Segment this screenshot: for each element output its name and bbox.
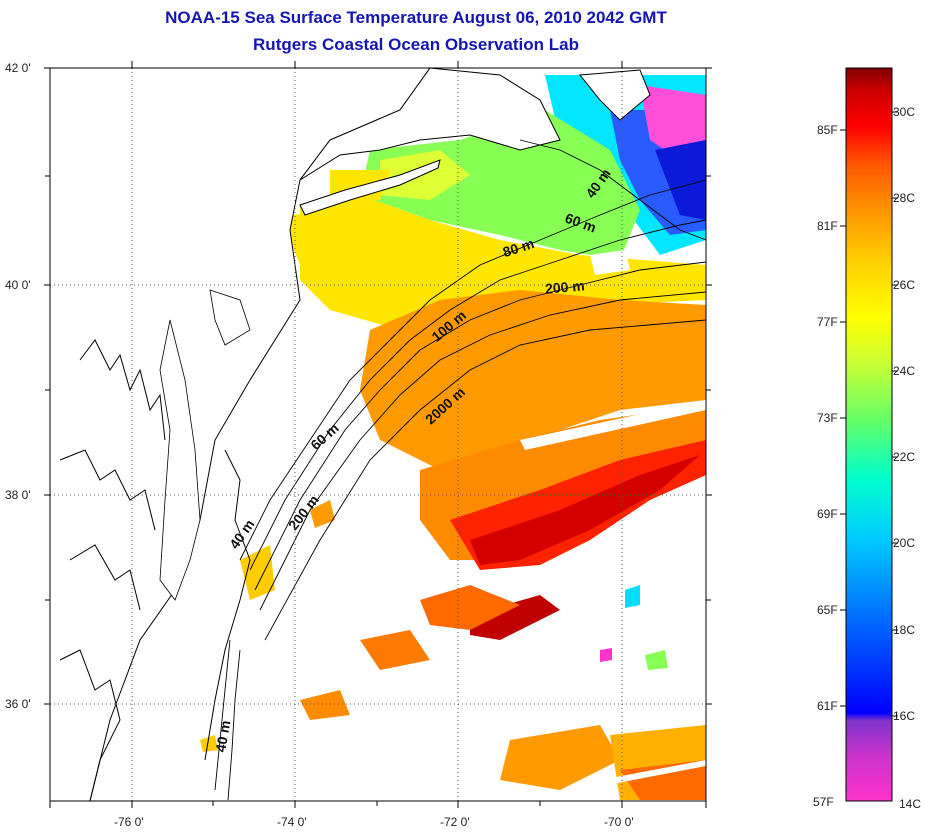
lat-tick-label: 38 0' xyxy=(5,488,31,502)
lon-tick-label: -74 0' xyxy=(277,815,307,829)
sst-layer xyxy=(200,75,706,800)
map-frame xyxy=(49,67,707,802)
colorbar-c-label: 14C xyxy=(899,797,921,811)
lat-tick-label: 40 0' xyxy=(5,278,31,292)
colorbar-c-label: 22C xyxy=(893,450,915,464)
colorbar-f-label: 65F xyxy=(817,603,838,617)
contour-label: 200 m xyxy=(544,277,585,296)
colorbar-c-label: 16C xyxy=(893,709,915,723)
colorbar-f-label: 81F xyxy=(817,219,838,233)
coastline xyxy=(59,339,251,801)
sst-patch-warm xyxy=(300,195,706,330)
colorbar-f-label: 73F xyxy=(817,411,838,425)
colorbar-f-label: 85F xyxy=(817,123,838,137)
colorbar-f-label: 77F xyxy=(817,315,838,329)
bathymetry-contours xyxy=(214,139,706,801)
lat-tick-label: 36 0' xyxy=(5,697,31,711)
map-area xyxy=(50,68,706,801)
colorbar-c-label: 30C xyxy=(893,105,915,119)
map-subtitle: Rutgers Coastal Ocean Observation Lab xyxy=(253,35,579,54)
colorbar xyxy=(845,67,893,802)
cloud-mask xyxy=(520,250,706,786)
lat-tick-label: 42 0' xyxy=(5,61,31,75)
lon-tick-label: -70 0' xyxy=(604,815,634,829)
colorbar-c-label: 20C xyxy=(893,536,915,550)
map-title: NOAA-15 Sea Surface Temperature August 0… xyxy=(165,8,667,27)
colorbar-c-label: 26C xyxy=(893,278,915,292)
lon-tick-label: -72 0' xyxy=(440,815,470,829)
sst-patch-shelf xyxy=(360,110,640,260)
colorbar-c-label: 28C xyxy=(893,191,915,205)
colorbar-c-label: 18C xyxy=(893,623,915,637)
axis-ticks xyxy=(44,61,712,808)
colorbar-f-label: 61F xyxy=(817,699,838,713)
colorbar-f-label: 69F xyxy=(817,507,838,521)
contour-label: 40 m xyxy=(212,719,233,753)
colorbar-c-label: 24C xyxy=(893,364,915,378)
colorbar-f-label: 57F xyxy=(813,795,834,809)
map-grid xyxy=(50,68,706,801)
colorbar-ticks xyxy=(840,111,898,717)
lon-tick-label: -76 0' xyxy=(114,815,144,829)
